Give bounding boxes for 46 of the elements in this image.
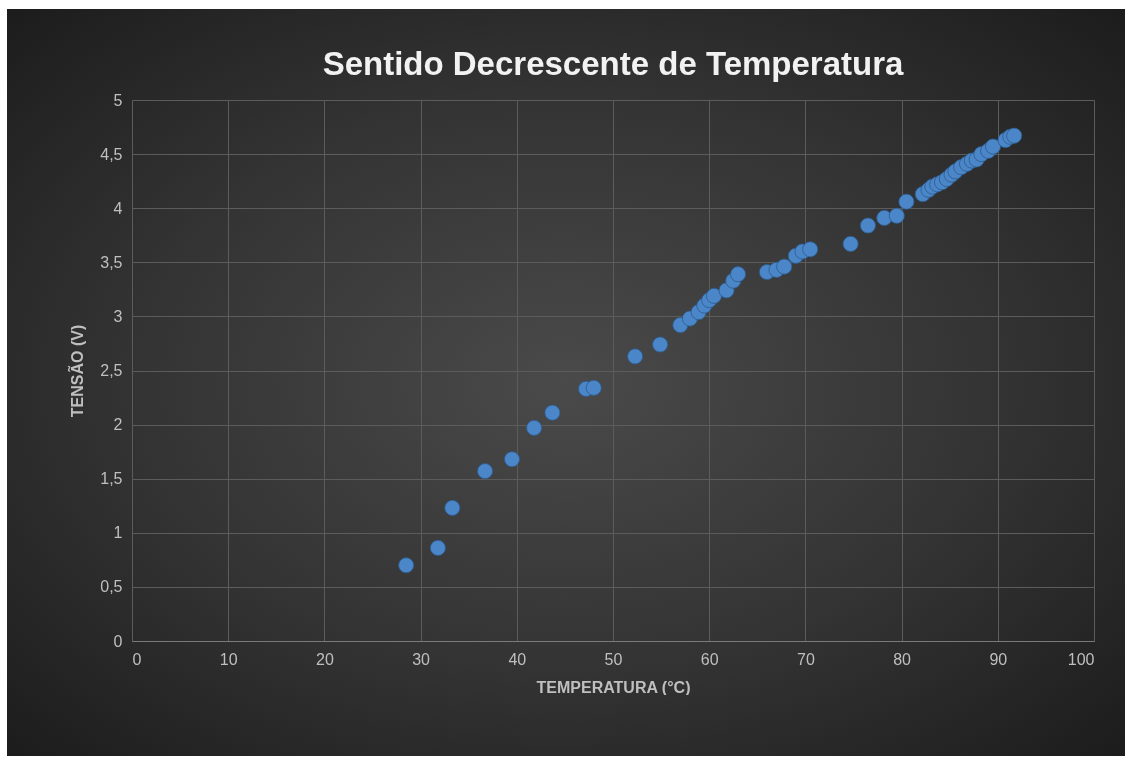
- y-tick-label: 1,5: [100, 470, 123, 488]
- point: [876, 209, 893, 226]
- y-tick-label: 4,5: [100, 145, 123, 163]
- point: [627, 348, 644, 365]
- point: [544, 404, 561, 421]
- y-tick-label: 0,5: [100, 578, 123, 596]
- y-tick-label: 1: [113, 524, 123, 542]
- x-tick-label: 30: [412, 650, 431, 668]
- y-tick-label: 5: [113, 91, 123, 109]
- y-axis-title: TENSÃO (V): [67, 324, 87, 418]
- x-tick-label: 40: [508, 650, 527, 668]
- x-tick-label: 50: [604, 650, 623, 668]
- y-tick-label: 2: [113, 416, 123, 434]
- y-tick-label: 4: [113, 199, 123, 217]
- point: [985, 138, 1001, 155]
- x-axis-title: TEMPERATURA (°C): [536, 678, 691, 696]
- point: [776, 258, 793, 275]
- x-tick-label: 100: [1067, 650, 1095, 668]
- y-tick-label: 0: [113, 632, 123, 650]
- point: [398, 557, 415, 574]
- x-tick-label: 80: [893, 650, 912, 668]
- x-tick-label: 10: [219, 650, 238, 668]
- point: [504, 451, 520, 468]
- y-tick-label: 3,5: [100, 253, 123, 271]
- point: [477, 463, 494, 480]
- point: [859, 217, 876, 234]
- chart-title: Sentido Decrescente de Temperatura: [322, 45, 905, 82]
- point: [802, 241, 819, 258]
- y-tick-label: 2,5: [100, 362, 123, 379]
- point: [429, 539, 446, 556]
- x-tick-label: 70: [797, 650, 815, 668]
- point: [1006, 127, 1023, 144]
- point: [444, 499, 461, 516]
- x-tick-label: 0: [132, 650, 142, 668]
- point: [526, 419, 543, 436]
- point: [730, 266, 747, 283]
- point: [898, 193, 915, 210]
- x-tick-label: 60: [700, 650, 719, 668]
- y-tick-label: 3: [113, 307, 123, 325]
- point: [888, 207, 905, 224]
- x-tick-label: 20: [316, 650, 334, 668]
- x-tick-label: 90: [989, 650, 1008, 668]
- point: [652, 336, 669, 353]
- point: [842, 235, 859, 252]
- point: [585, 379, 602, 396]
- point: [706, 287, 722, 304]
